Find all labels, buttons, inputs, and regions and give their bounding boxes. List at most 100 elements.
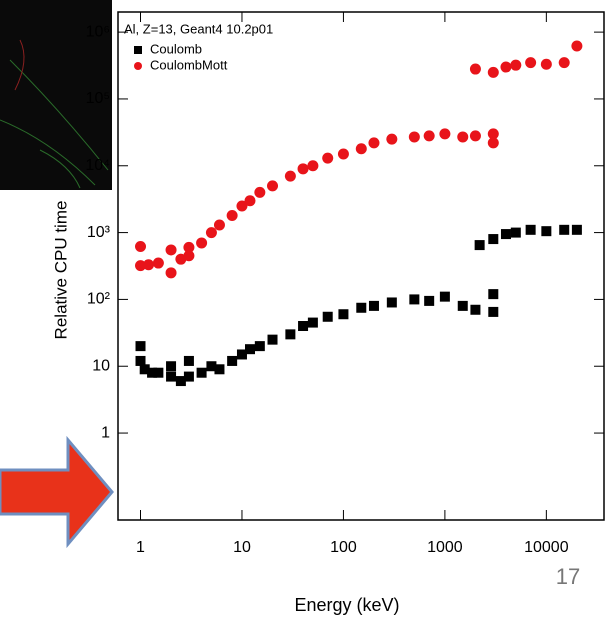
point (355, 143, 367, 155)
point (152, 257, 164, 269)
point (541, 226, 552, 237)
point (500, 61, 512, 73)
point (558, 57, 570, 69)
cropped-image (0, 0, 112, 190)
point (510, 59, 522, 71)
point (500, 229, 511, 240)
point (175, 376, 186, 387)
y-tick-label: 10³ (87, 224, 111, 241)
x-axis-label: Energy (keV) (294, 595, 399, 615)
point (338, 309, 349, 320)
point (386, 297, 397, 308)
point (337, 148, 349, 160)
legend-label: Coulomb (150, 41, 202, 56)
point (439, 128, 451, 140)
point (307, 160, 319, 172)
legend-marker (134, 46, 142, 54)
point (206, 361, 217, 372)
x-tick-label: 1000 (427, 539, 463, 556)
point (386, 133, 398, 145)
y-tick-label: 10⁴ (85, 157, 110, 174)
point (307, 317, 318, 328)
point (457, 300, 468, 311)
chart-title: Al, Z=13, Geant4 10.2p01 (124, 21, 273, 36)
point (487, 137, 499, 149)
point (153, 367, 164, 378)
point (470, 304, 481, 315)
point (368, 300, 379, 311)
point (297, 163, 309, 175)
point (322, 311, 333, 322)
y-tick-label: 10² (87, 291, 111, 308)
point (488, 289, 499, 300)
point (540, 58, 552, 70)
point (571, 40, 583, 52)
point (166, 361, 177, 372)
x-tick-label: 10000 (524, 539, 569, 556)
point (525, 57, 537, 69)
point (135, 260, 147, 272)
point (469, 63, 481, 75)
point (469, 130, 481, 142)
point (424, 295, 435, 306)
point (226, 210, 238, 222)
y-tick-label: 10⁵ (86, 90, 110, 107)
page-number: 17 (556, 564, 580, 589)
point (525, 224, 536, 235)
point (474, 240, 485, 251)
legend-marker (134, 62, 142, 70)
point (214, 364, 225, 375)
point (487, 128, 499, 140)
point (267, 334, 278, 345)
point (488, 306, 499, 317)
plot-area (117, 11, 605, 521)
x-tick-label: 1 (136, 539, 145, 556)
point (196, 367, 207, 378)
point (236, 349, 247, 360)
point (183, 355, 194, 366)
x-tick-label: 10 (233, 539, 251, 556)
point (488, 234, 499, 245)
point (183, 241, 195, 253)
point (284, 170, 296, 182)
point (135, 341, 146, 352)
point (165, 244, 177, 256)
point (322, 152, 334, 164)
point (408, 131, 420, 143)
point (183, 371, 194, 382)
arrow (0, 435, 114, 549)
point (166, 371, 177, 382)
point (244, 195, 256, 207)
point (254, 186, 266, 198)
legend-label: CoulombMott (150, 57, 228, 72)
point (439, 291, 450, 302)
point (139, 364, 150, 375)
point (571, 224, 582, 235)
image-detail (0, 59, 109, 189)
y-axis-label: Relative CPU time (51, 201, 70, 340)
point (409, 294, 420, 305)
image-detail (14, 39, 25, 91)
point (135, 355, 146, 366)
point (559, 224, 570, 235)
point (298, 321, 309, 332)
point (227, 355, 238, 366)
point (135, 240, 147, 252)
point (196, 237, 208, 249)
point (368, 137, 380, 149)
point (254, 341, 265, 352)
point (183, 250, 195, 262)
point (457, 131, 469, 143)
point (165, 267, 177, 279)
point (510, 227, 521, 238)
y-tick-label: 1 (101, 424, 110, 441)
point (147, 367, 158, 378)
x-tick-label: 100 (330, 539, 357, 556)
point (245, 344, 256, 355)
point (285, 329, 296, 340)
point (205, 227, 217, 239)
point (423, 130, 435, 142)
y-tick-label: 10⁶ (86, 23, 110, 40)
